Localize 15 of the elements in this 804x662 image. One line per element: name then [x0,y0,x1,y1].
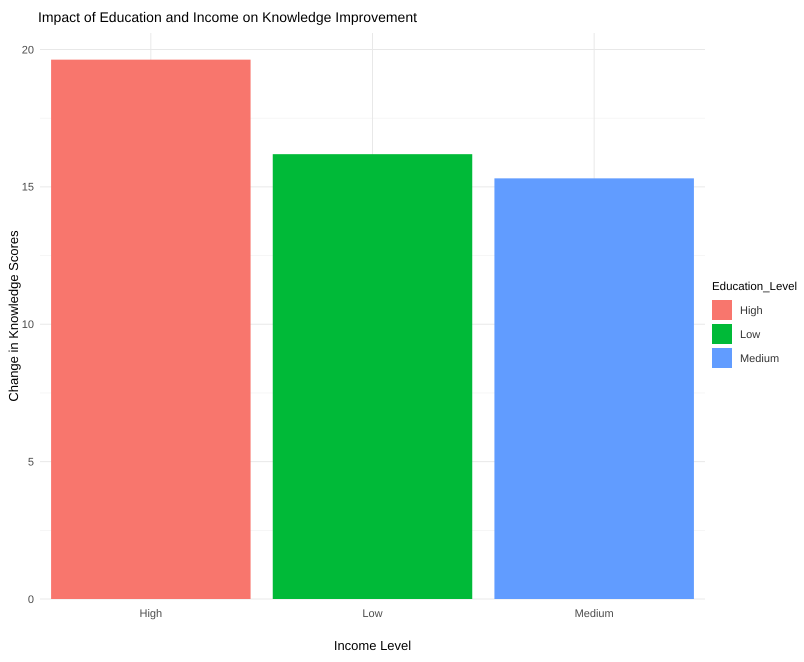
y-tick-label: 20 [22,44,34,56]
y-tick-label: 10 [22,319,34,332]
x-axis-title: Income Level [334,638,412,653]
chart-title: Impact of Education and Income on Knowledge Improvement [38,9,418,25]
x-tick-label: High [140,608,162,620]
legend-label: Medium [740,352,780,365]
x-tick-label: Low [362,608,383,620]
y-tick-label: 5 [28,456,34,468]
y-tick-label: 15 [22,182,34,194]
legend-title: Education_Level [712,281,798,293]
y-axis-title: Change in Knowledge Scores [6,230,21,402]
x-tick-label: Medium [574,608,614,620]
legend-label: High [740,304,763,317]
legend-label: Low [740,328,760,341]
y-tick-label: 0 [28,594,34,606]
